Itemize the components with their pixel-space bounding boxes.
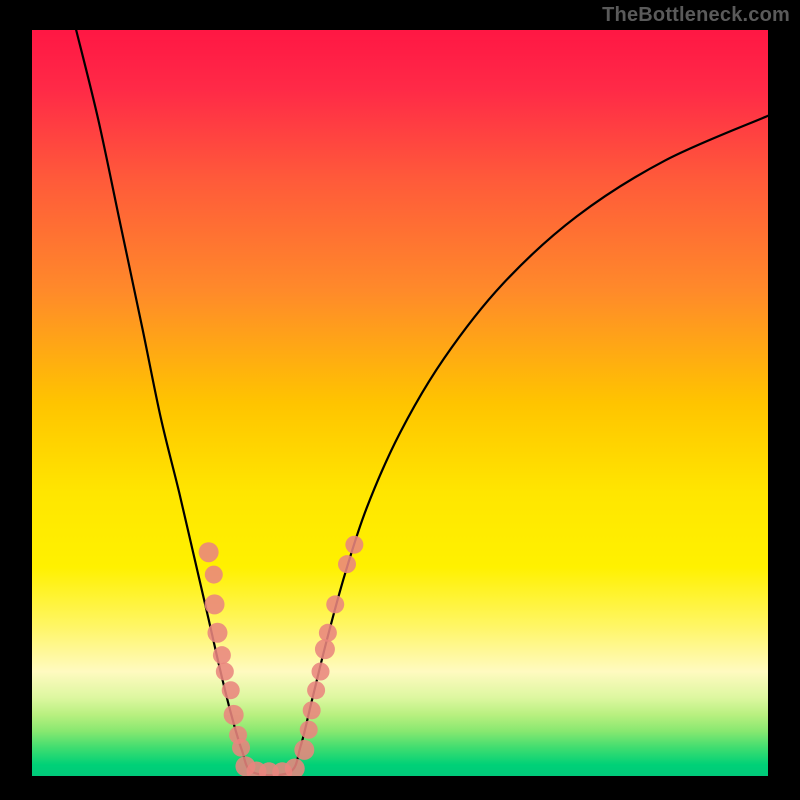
gradient-background: [32, 30, 768, 776]
watermark-text: TheBottleneck.com: [602, 4, 790, 27]
gradient-rect: [32, 30, 768, 776]
chart-container: TheBottleneck.com: [0, 0, 800, 800]
plot-area: [32, 30, 768, 776]
